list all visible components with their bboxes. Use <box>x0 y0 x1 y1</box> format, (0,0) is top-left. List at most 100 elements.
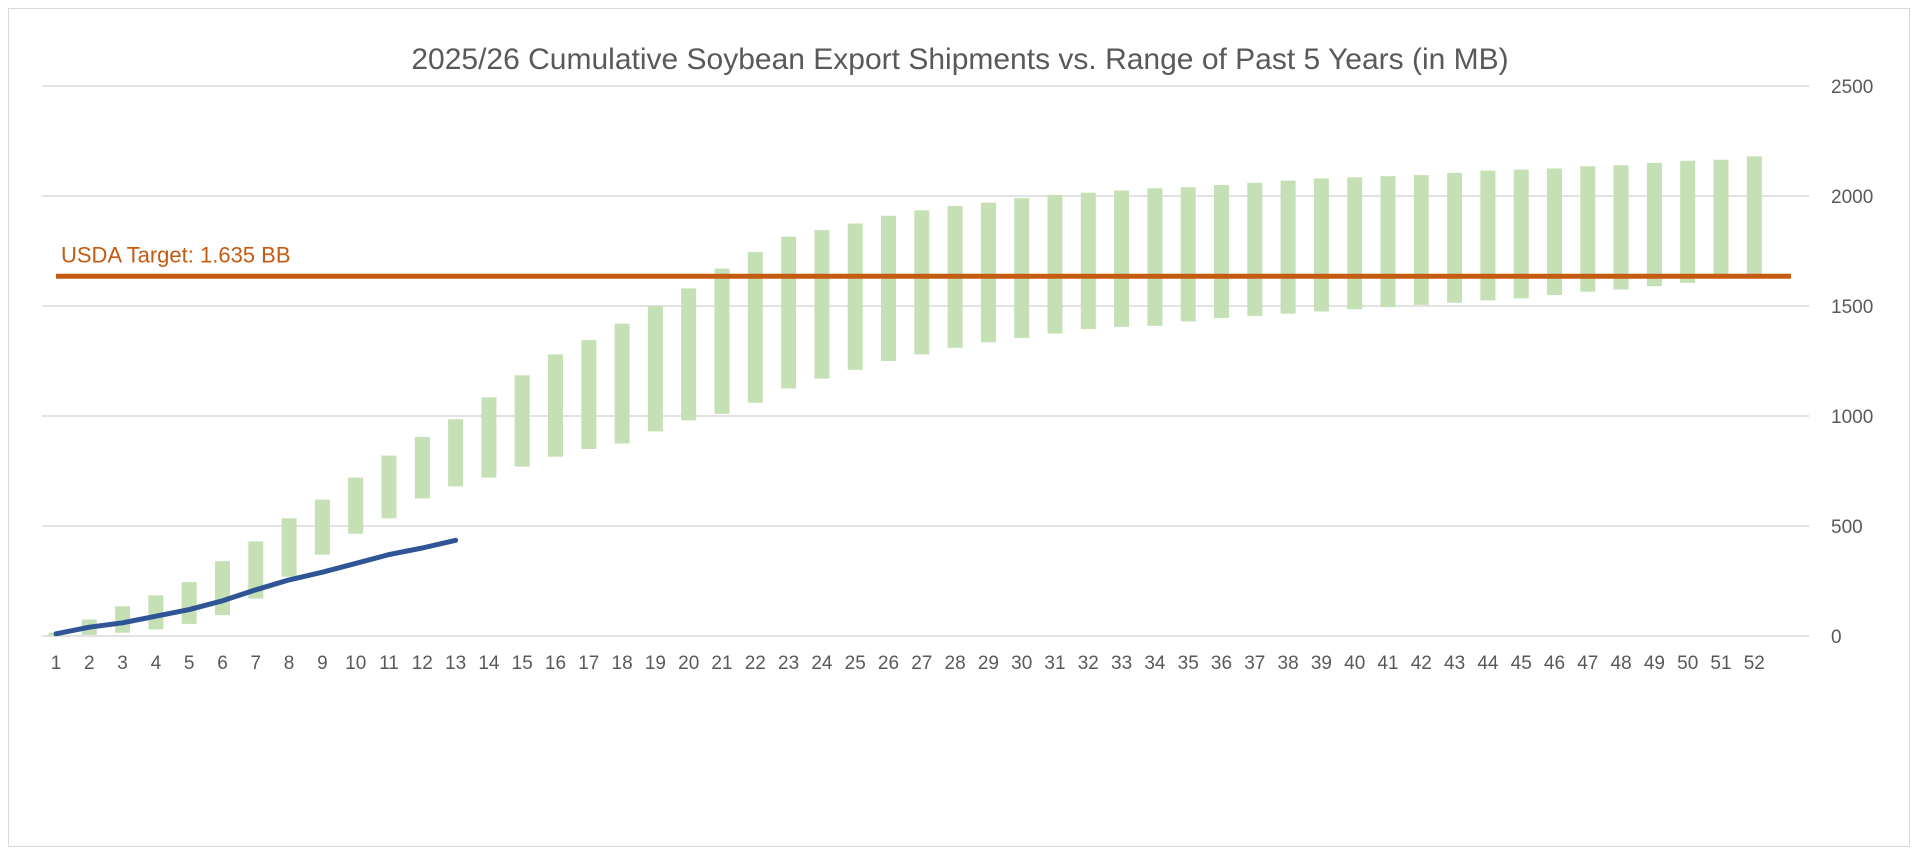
range-bar <box>1147 188 1163 326</box>
usda-target-label: USDA Target: 1.635 BB <box>61 242 291 267</box>
x-tick-label: 42 <box>1411 653 1432 674</box>
range-bar <box>647 306 663 432</box>
range-bar <box>514 375 530 467</box>
x-tick-label: 49 <box>1644 653 1665 674</box>
range-bar <box>614 323 630 444</box>
range-bar <box>1480 170 1496 301</box>
y-tick-label: 1500 <box>1831 297 1873 318</box>
x-tick-label: 27 <box>911 653 932 674</box>
shipments-line-group <box>53 537 459 637</box>
x-tick-label: 45 <box>1511 653 1532 674</box>
x-tick-label: 31 <box>1044 653 1065 674</box>
range-bar <box>1713 159 1729 279</box>
x-tick-label: 13 <box>445 653 466 674</box>
x-tick-label: 50 <box>1677 653 1698 674</box>
x-tick-label: 44 <box>1477 653 1499 674</box>
range-bar <box>1280 180 1296 314</box>
range-bar <box>115 606 131 633</box>
range-bar <box>847 223 863 370</box>
x-tick-label: 17 <box>578 653 599 674</box>
x-tick-label: 34 <box>1144 653 1166 674</box>
x-tick-label: 20 <box>678 653 699 674</box>
range-bars <box>48 156 1762 636</box>
range-bar <box>1014 198 1030 338</box>
range-bar <box>1547 168 1562 295</box>
range-bar <box>148 595 164 630</box>
x-axis-ticks: 1 2 3 4 5 6 7 8 9 10 11 12 13 14 15 16 17 18 19 20 21 22 23 24 2… <box>51 653 1765 674</box>
range-bar <box>1413 175 1429 305</box>
range-bar <box>1047 194 1063 334</box>
x-tick-label: 23 <box>778 653 799 674</box>
range-bar <box>1680 160 1696 283</box>
x-tick-label: 28 <box>945 653 966 674</box>
x-tick-label: 18 <box>612 653 633 674</box>
y-tick-label: 500 <box>1831 517 1863 538</box>
chart-svg: 2025/26 Cumulative Soybean Export Shipme… <box>42 43 1873 674</box>
range-bar <box>1080 192 1096 330</box>
range-bar <box>1580 166 1596 292</box>
x-tick-label: 2 <box>84 653 95 674</box>
x-tick-label: 3 <box>117 653 128 674</box>
range-bar <box>1180 187 1196 322</box>
x-tick-label: 30 <box>1011 653 1032 674</box>
x-tick-label: 14 <box>478 653 500 674</box>
x-tick-label: 41 <box>1377 653 1398 674</box>
x-tick-label: 19 <box>645 653 666 674</box>
x-tick-label: 24 <box>811 653 833 674</box>
range-bar <box>980 202 996 343</box>
range-bar <box>747 252 763 403</box>
x-tick-label: 51 <box>1710 653 1731 674</box>
range-bar <box>548 354 563 457</box>
x-tick-label: 9 <box>317 653 328 674</box>
range-bar <box>814 230 830 379</box>
range-bar <box>1513 169 1529 299</box>
x-tick-label: 25 <box>845 653 866 674</box>
x-tick-label: 37 <box>1244 653 1265 674</box>
x-tick-label: 29 <box>978 653 999 674</box>
range-bar <box>181 582 197 624</box>
y-tick-label: 0 <box>1831 627 1842 648</box>
range-bar <box>1746 156 1762 276</box>
x-tick-label: 5 <box>184 653 195 674</box>
x-tick-label: 12 <box>412 653 433 674</box>
range-bar <box>1313 178 1329 312</box>
x-tick-label: 48 <box>1611 653 1632 674</box>
y-tick-label: 2500 <box>1831 77 1873 98</box>
x-tick-label: 43 <box>1444 653 1465 674</box>
x-tick-label: 35 <box>1178 653 1199 674</box>
x-tick-label: 32 <box>1078 653 1099 674</box>
range-bar <box>1114 190 1130 327</box>
x-tick-label: 15 <box>512 653 533 674</box>
x-tick-label: 39 <box>1311 653 1332 674</box>
grid-layer <box>42 85 1809 637</box>
range-bar <box>1380 176 1396 308</box>
range-bar <box>1247 182 1263 316</box>
x-tick-label: 26 <box>878 653 899 674</box>
range-bar <box>281 518 297 577</box>
x-tick-label: 22 <box>745 653 766 674</box>
range-bar <box>1613 165 1629 290</box>
range-bar <box>781 236 797 389</box>
chart-title: 2025/26 Cumulative Soybean Export Shipme… <box>411 43 1508 76</box>
range-bar <box>1214 185 1229 319</box>
x-tick-label: 33 <box>1111 653 1132 674</box>
range-bar <box>314 499 330 555</box>
x-tick-label: 11 <box>379 653 399 674</box>
range-bar <box>581 340 597 449</box>
range-bar <box>215 561 230 616</box>
x-tick-label: 8 <box>284 653 295 674</box>
range-bar <box>381 455 397 519</box>
y-tick-label: 1000 <box>1831 407 1873 428</box>
y-tick-label: 2000 <box>1831 187 1873 208</box>
x-tick-label: 10 <box>345 653 366 674</box>
x-tick-label: 36 <box>1211 653 1232 674</box>
x-tick-label: 52 <box>1744 653 1765 674</box>
range-bar <box>481 397 497 478</box>
range-bar <box>1447 172 1463 303</box>
x-tick-label: 47 <box>1577 653 1598 674</box>
range-bar <box>448 419 464 487</box>
cumulative-shipments-line <box>53 537 459 637</box>
range-bar <box>248 541 264 599</box>
x-tick-label: 1 <box>51 653 62 674</box>
chart-container: 2025/26 Cumulative Soybean Export Shipme… <box>8 8 1910 847</box>
